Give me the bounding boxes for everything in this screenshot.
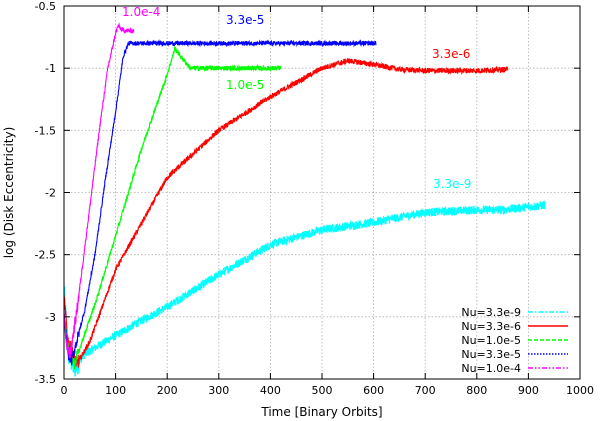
series-line — [63, 38, 377, 366]
x-tick-label: 400 — [260, 384, 281, 397]
y-tick-label: -1 — [45, 62, 56, 75]
y-tick-label: -0.5 — [35, 0, 56, 13]
x-tick-label: 100 — [105, 384, 126, 397]
x-tick-label: 1000 — [566, 384, 594, 397]
x-tick-label: 600 — [363, 384, 384, 397]
series-annotation: 3.3e-5 — [226, 13, 264, 27]
x-tick-label: 200 — [157, 384, 178, 397]
series-annotation: 3.3e-6 — [432, 47, 470, 61]
x-tick-label: 900 — [518, 384, 539, 397]
x-tick-label: 500 — [312, 384, 333, 397]
y-tick-label: -2 — [45, 187, 56, 200]
legend-label: Nu=3.3e-5 — [461, 348, 521, 361]
series-lines — [63, 22, 546, 377]
series-line — [63, 200, 546, 377]
series-annotations: 3.3e-9 3.3e-6 1.0e-5 3.3e-5 1.0e-4 — [122, 5, 471, 191]
y-tick-label: -3.5 — [35, 373, 56, 386]
legend-label: Nu=1.0e-4 — [461, 362, 521, 375]
grid-lines — [64, 6, 580, 379]
x-tick-label: 0 — [61, 384, 68, 397]
y-tick-label: -3 — [45, 311, 56, 324]
series-line — [63, 22, 135, 359]
x-tick-label: 700 — [415, 384, 436, 397]
axis-ticks: 0 100 200 300 400 500 600 700 800 900 1000 -0.5 -1 -1… — [35, 0, 594, 397]
series-line — [63, 46, 282, 370]
legend: Nu=3.3e-9Nu=3.3e-6Nu=1.0e-5Nu=3.3e-5Nu=1… — [461, 306, 568, 375]
y-tick-label: -2.5 — [35, 249, 56, 262]
series-annotation: 1.0e-4 — [122, 5, 160, 19]
legend-label: Nu=1.0e-5 — [461, 334, 521, 347]
x-tick-label: 300 — [208, 384, 229, 397]
x-tick-label: 800 — [466, 384, 487, 397]
legend-label: Nu=3.3e-6 — [461, 320, 521, 333]
x-axis-label: Time [Binary Orbits] — [260, 405, 382, 419]
series-annotation: 1.0e-5 — [226, 78, 264, 92]
y-axis-label: log (Disk Eccentricity) — [2, 127, 16, 259]
series-line — [63, 57, 509, 368]
series-annotation: 3.3e-9 — [433, 177, 471, 191]
y-tick-label: -1.5 — [35, 124, 56, 137]
legend-label: Nu=3.3e-9 — [461, 306, 521, 319]
